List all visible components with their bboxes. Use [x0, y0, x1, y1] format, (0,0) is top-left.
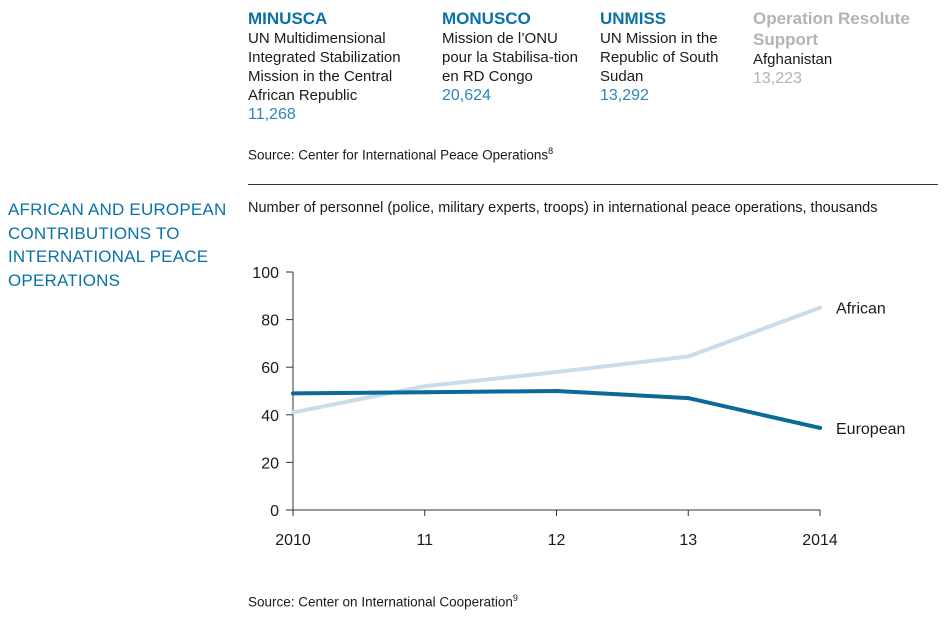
- mission-description: Mission de l’ONU pour la Stabilisa-tion …: [442, 30, 578, 85]
- data-point-african: [686, 354, 691, 359]
- source-text: Source: Center for International Peace O…: [248, 147, 549, 163]
- mission-monusco: MONUSCO Mission de l’ONU pour la Stabili…: [442, 8, 587, 105]
- series-label-african: African: [836, 301, 886, 318]
- x-tick-label: 2010: [275, 532, 311, 549]
- section-title: AFRICAN AND EUROPEAN CONTRIBUTIONS TO IN…: [8, 200, 227, 290]
- y-tick-label: 60: [261, 360, 279, 377]
- data-point-european: [686, 396, 691, 401]
- footnote-ref: 9: [512, 593, 518, 603]
- mission-resolute-support: Operation Resolute Support Afghanistan 1…: [753, 8, 943, 88]
- mission-name: Operation Resolute Support: [753, 9, 910, 49]
- section-divider: [248, 184, 938, 185]
- x-tick-label: 12: [548, 532, 566, 549]
- x-tick-label: 13: [679, 532, 697, 549]
- mission-description: UN Multidimensional Integrated Stabiliza…: [248, 30, 401, 104]
- source-note-top: Source: Center for International Peace O…: [248, 146, 553, 163]
- y-tick-label: 100: [252, 265, 279, 282]
- data-point-african: [291, 410, 295, 415]
- source-text: Source: Center on International Cooperat…: [248, 594, 513, 610]
- series-line-african: [291, 305, 822, 415]
- mission-personnel-count: 20,624: [442, 87, 491, 104]
- chart-subtitle: Number of personnel (police, military ex…: [248, 200, 878, 216]
- data-point-european: [291, 391, 295, 396]
- mission-name: MONUSCO: [442, 9, 531, 28]
- y-tick-label: 0: [270, 503, 279, 520]
- x-tick-label: 2014: [802, 532, 838, 549]
- y-tick-label: 20: [261, 455, 279, 472]
- mission-minusca: MINUSCA UN Multidimensional Integrated S…: [248, 8, 433, 124]
- mission-name: MINUSCA: [248, 9, 328, 28]
- line-chart: 0 20 40 60 80 100 2010 11 12 13 2014 African Europe…: [252, 265, 905, 549]
- chart-axes: 0 20 40 60 80 100 2010 11 12 13 2014: [252, 265, 838, 549]
- mission-description: UN Mission in the Republic of South Suda…: [600, 30, 719, 85]
- data-point-african: [554, 369, 559, 374]
- data-point-european: [422, 390, 427, 395]
- mission-personnel-count: 13,223: [753, 70, 802, 87]
- series-label-european: European: [836, 421, 905, 438]
- y-tick-label: 80: [261, 313, 279, 330]
- data-point-african: [818, 305, 822, 310]
- chart-labels: African European: [836, 301, 905, 438]
- data-point-african: [422, 384, 427, 389]
- y-tick-label: 40: [261, 408, 279, 425]
- mission-personnel-count: 11,268: [248, 106, 296, 123]
- data-point-european: [554, 389, 559, 393]
- mission-unmiss: UNMISS UN Mission in the Republic of Sou…: [600, 8, 745, 105]
- chart-series: [291, 305, 822, 430]
- mission-name: UNMISS: [600, 9, 667, 28]
- x-tick-label: 11: [416, 532, 433, 549]
- data-point-european: [818, 425, 822, 430]
- footnote-ref: 8: [548, 146, 554, 156]
- source-note-bottom: Source: Center on International Cooperat…: [248, 593, 518, 610]
- mission-personnel-count: 13,292: [600, 87, 649, 104]
- mission-description: Afghanistan: [753, 51, 833, 68]
